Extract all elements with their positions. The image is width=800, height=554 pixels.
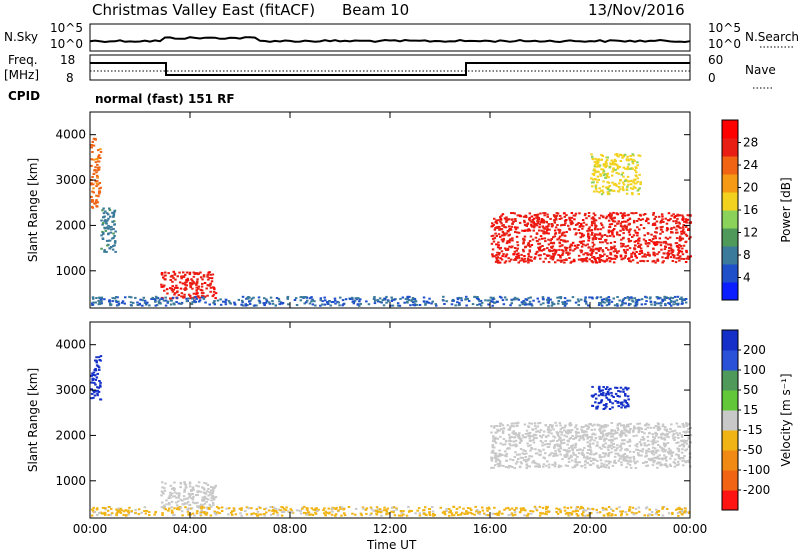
colorbar-tick-label: -200 bbox=[743, 483, 770, 497]
y-tick-label: 4000 bbox=[55, 128, 86, 142]
scatter-region-2 bbox=[160, 270, 218, 300]
colorbar-tick-label: 15 bbox=[743, 403, 758, 417]
colorbar-frame bbox=[721, 329, 739, 511]
colorbar-tick-label: 50 bbox=[743, 383, 758, 397]
colorbar-label: Velocity [m s⁻¹] bbox=[779, 373, 793, 466]
colorbar-segment bbox=[722, 138, 738, 157]
colorbar-segment bbox=[722, 264, 738, 283]
colorbar-tick-label: 4 bbox=[743, 271, 751, 285]
x-tick-label: 08:00 bbox=[273, 522, 308, 536]
colorbar-segment bbox=[722, 330, 738, 351]
x-tick-label: 16:00 bbox=[473, 522, 508, 536]
y-tick-label: 4000 bbox=[55, 338, 86, 352]
colorbar-tick-label: -15 bbox=[743, 423, 763, 437]
scatter-region-3 bbox=[490, 421, 693, 470]
x-tick-label: 12:00 bbox=[373, 522, 408, 536]
freq-label: Freq. bbox=[8, 53, 38, 67]
freq-strip-frame bbox=[89, 54, 691, 81]
y-tick-label: 3000 bbox=[55, 173, 86, 187]
colorbar-segment bbox=[722, 156, 738, 175]
colorbar-segment bbox=[722, 228, 738, 247]
colorbar-segment bbox=[722, 430, 738, 451]
nsky-label: N.Sky bbox=[4, 30, 38, 44]
y-axis-label: Slant Range [km] bbox=[26, 368, 40, 472]
colorbar-tick-label: -100 bbox=[743, 463, 770, 477]
colorbar-tick-label: 20 bbox=[743, 181, 758, 195]
nsky-tick-high: 10^5 bbox=[50, 21, 83, 35]
y-tick-label: 3000 bbox=[55, 383, 86, 397]
scatter-region-1 bbox=[160, 481, 218, 510]
velocity-panel: 00:00 04:00 08:00 12:00 16:00 20:00 00:00 1000 2… bbox=[26, 321, 793, 536]
freq-tick-low: 8 bbox=[66, 71, 74, 85]
colorbar-tick-label: 8 bbox=[743, 248, 751, 262]
scatter-region-0 bbox=[90, 355, 103, 401]
scatter-region-2 bbox=[90, 505, 691, 517]
colorbar-tick-label: 24 bbox=[743, 158, 758, 172]
freq-trace bbox=[90, 62, 690, 76]
x-axis-label: Time UT bbox=[366, 538, 417, 552]
colorbar-segment bbox=[722, 192, 738, 211]
nsky-tick-low: 10^0 bbox=[50, 37, 83, 51]
panel-frame bbox=[89, 111, 691, 309]
colorbar-tick-label: 200 bbox=[743, 343, 766, 357]
x-tick-label: 00:00 bbox=[73, 522, 108, 536]
x-tick-label: 00:00 bbox=[673, 522, 708, 536]
colorbar: 200 100 50 15 -15 -50 -100 -200 Velocity [m s⁻¹] bbox=[721, 329, 793, 511]
power-panel: 1000 2000 3000 4000 Slant Range [km] 4 8 12 16 20… bbox=[26, 111, 793, 309]
nsearch-tick-high: 10^5 bbox=[708, 21, 741, 35]
y-tick-label: 2000 bbox=[55, 428, 86, 442]
nave-tick-high: 60 bbox=[708, 53, 723, 67]
nave-label: Nave bbox=[745, 63, 776, 77]
scatter-region-1 bbox=[100, 207, 117, 253]
colorbar-tick-label: 28 bbox=[743, 136, 758, 150]
y-tick-label: 1000 bbox=[55, 264, 86, 278]
colorbar-segment bbox=[722, 490, 738, 511]
date-title: 13/Nov/2016 bbox=[588, 1, 685, 19]
colorbar-segment bbox=[722, 450, 738, 471]
colorbar: 4 8 12 16 20 24 28 Power [dB] bbox=[721, 119, 793, 301]
y-tick-label: 1000 bbox=[55, 474, 86, 488]
colorbar-tick-label: 100 bbox=[743, 363, 766, 377]
colorbar-segment bbox=[722, 470, 738, 491]
scatter-region-0 bbox=[90, 137, 103, 209]
colorbar-segment bbox=[722, 120, 738, 139]
cpid-value: normal (fast) 151 RF bbox=[95, 92, 235, 106]
scatter-region-3 bbox=[90, 295, 688, 307]
station-title: Christmas Valley East (fitACF) bbox=[92, 1, 315, 19]
nave-tick-low: 0 bbox=[708, 71, 716, 85]
nsky-strip-frame bbox=[89, 23, 691, 52]
colorbar-segment bbox=[722, 246, 738, 265]
scatter-region-4 bbox=[590, 385, 630, 410]
y-axis-label: Slant Range [km] bbox=[26, 158, 40, 262]
colorbar-segment bbox=[722, 350, 738, 371]
colorbar-segment bbox=[722, 370, 738, 391]
nsky-trace bbox=[89, 36, 691, 44]
scatter-region-5 bbox=[590, 153, 642, 196]
colorbar-segment bbox=[722, 174, 738, 193]
colorbar-tick-label: 16 bbox=[743, 203, 758, 217]
colorbar-tick-label: -50 bbox=[743, 443, 763, 457]
colorbar-label: Power [dB] bbox=[779, 177, 793, 242]
nsearch-tick-low: 10^0 bbox=[708, 37, 741, 51]
freq-tick-high: 18 bbox=[60, 53, 75, 67]
nsearch-label: N.Search bbox=[745, 30, 799, 44]
scatter-region-4 bbox=[490, 211, 692, 264]
colorbar-segment bbox=[722, 210, 738, 229]
colorbar-segment bbox=[722, 410, 738, 431]
colorbar-segment bbox=[722, 390, 738, 411]
beam-title: Beam 10 bbox=[342, 1, 409, 19]
freq-unit: [MHz] bbox=[4, 68, 39, 82]
panel-frame bbox=[89, 321, 691, 519]
x-tick-label: 20:00 bbox=[573, 522, 608, 536]
colorbar-tick-label: 12 bbox=[743, 226, 758, 240]
cpid-label: CPID bbox=[8, 89, 40, 103]
y-tick-label: 2000 bbox=[55, 218, 86, 232]
colorbar-segment bbox=[722, 282, 738, 301]
x-tick-label: 04:00 bbox=[173, 522, 208, 536]
